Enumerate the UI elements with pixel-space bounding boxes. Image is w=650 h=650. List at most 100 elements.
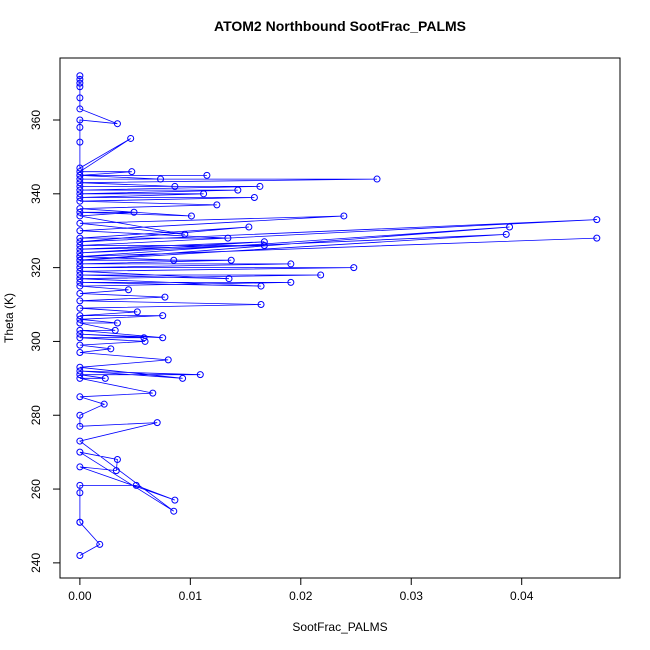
chart-title: ATOM2 Northbound SootFrac_PALMS — [214, 18, 466, 34]
data-point — [76, 219, 84, 227]
data-point — [181, 230, 189, 238]
y-tick-label: 280 — [29, 405, 43, 425]
data-point — [350, 264, 358, 272]
data-point — [76, 194, 84, 202]
data-point — [76, 267, 84, 275]
data-point — [76, 551, 84, 559]
data-point — [159, 334, 167, 342]
data-point — [76, 393, 84, 401]
data-point — [76, 341, 84, 349]
data-point — [76, 411, 84, 419]
data-point — [113, 319, 121, 327]
data-point — [76, 212, 84, 220]
data-point — [76, 123, 84, 131]
data-point — [76, 374, 84, 382]
data-point — [76, 371, 84, 379]
data-point — [234, 186, 242, 194]
data-point — [170, 256, 178, 264]
data-point — [140, 334, 148, 342]
data-point — [76, 264, 84, 272]
data-point — [76, 249, 84, 257]
data-point — [76, 326, 84, 334]
data-point — [113, 120, 121, 128]
data-point — [76, 256, 84, 264]
x-axis-label: SootFrac_PALMS — [292, 620, 387, 634]
data-point — [149, 389, 157, 397]
data-point — [76, 234, 84, 242]
data-point — [101, 374, 109, 382]
data-point — [213, 201, 221, 209]
data-point — [76, 238, 84, 246]
data-point — [257, 301, 265, 309]
data-point — [260, 238, 268, 246]
data-point — [196, 371, 204, 379]
data-point — [502, 230, 510, 238]
data-point — [76, 245, 84, 253]
data-point — [76, 205, 84, 213]
data-point — [76, 116, 84, 124]
data-point — [127, 134, 135, 142]
data-point — [373, 175, 381, 183]
data-point — [340, 212, 348, 220]
data-point — [76, 312, 84, 320]
data-point — [257, 282, 265, 290]
data-point — [76, 197, 84, 205]
data-point — [76, 367, 84, 375]
data-point — [287, 260, 295, 268]
data-point — [76, 481, 84, 489]
data-point — [171, 182, 179, 190]
x-tick-label: 0.02 — [289, 589, 313, 603]
data-point — [76, 489, 84, 497]
data-point — [111, 326, 119, 334]
x-tick-label: 0.00 — [68, 589, 92, 603]
data-point — [76, 315, 84, 323]
data-point — [76, 171, 84, 179]
data-point — [76, 186, 84, 194]
data-point — [76, 319, 84, 327]
data-point — [76, 190, 84, 198]
y-tick-label: 240 — [29, 553, 43, 573]
x-tick-label: 0.04 — [510, 589, 534, 603]
data-point — [506, 223, 514, 231]
data-point — [153, 419, 161, 427]
data-point — [76, 208, 84, 216]
data-point — [256, 182, 264, 190]
data-point — [76, 168, 84, 176]
data-point — [224, 234, 232, 242]
data-point — [76, 105, 84, 113]
data-point — [76, 138, 84, 146]
data-point — [76, 278, 84, 286]
data-point — [76, 94, 84, 102]
data-point — [76, 448, 84, 456]
data-point — [76, 241, 84, 249]
data-point — [76, 275, 84, 283]
data-point — [245, 223, 253, 231]
data-point — [287, 278, 295, 286]
data-point — [161, 293, 169, 301]
data-point — [171, 496, 179, 504]
y-tick-label: 300 — [29, 331, 43, 351]
data-point — [187, 212, 195, 220]
data-point — [317, 271, 325, 279]
data-point — [76, 175, 84, 183]
data-point — [159, 312, 167, 320]
data-point — [128, 168, 136, 176]
data-point — [260, 241, 268, 249]
data-point — [100, 400, 108, 408]
data-point — [170, 507, 178, 515]
data-point — [96, 540, 104, 548]
series-line — [78, 75, 597, 556]
data-point — [76, 83, 84, 91]
data-point — [200, 190, 208, 198]
data-point — [76, 253, 84, 261]
data-point — [250, 194, 258, 202]
data-point — [76, 282, 84, 290]
data-point — [593, 234, 601, 242]
data-point — [76, 179, 84, 187]
x-tick-label: 0.03 — [400, 589, 424, 603]
data-point — [76, 518, 84, 526]
y-tick-label: 360 — [29, 110, 43, 130]
data-point — [76, 437, 84, 445]
data-point — [76, 271, 84, 279]
